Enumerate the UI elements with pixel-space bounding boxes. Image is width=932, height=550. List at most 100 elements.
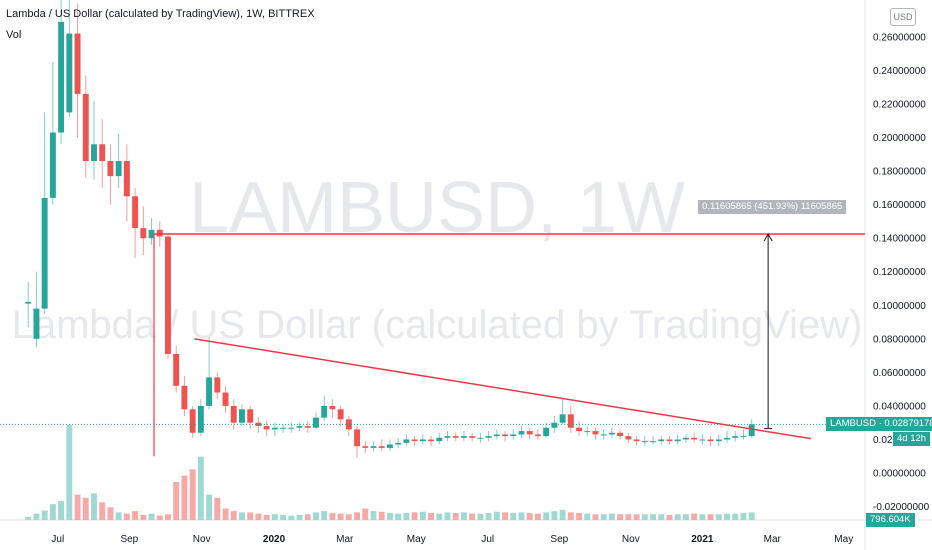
- candle-body: [691, 438, 697, 440]
- volume-bar: [625, 514, 631, 520]
- volume-bar: [231, 511, 237, 520]
- candle-body: [535, 434, 541, 436]
- volume-bar: [140, 515, 146, 520]
- candle-body: [58, 22, 64, 133]
- x-tick-label: May: [834, 534, 853, 545]
- volume-bar: [469, 514, 475, 520]
- candle-body: [116, 161, 122, 176]
- volume-bar: [642, 514, 648, 520]
- measure-label: 0.11605865 (451.93%) 11605865: [698, 200, 846, 214]
- candle-body: [165, 237, 171, 354]
- watermark-symbol: LAMBUSD, 1W: [189, 168, 685, 248]
- volume-bar: [395, 514, 401, 520]
- x-tick-label: Mar: [336, 534, 354, 545]
- candle-body: [124, 161, 130, 196]
- candle-body: [280, 428, 286, 429]
- candle-body: [288, 428, 294, 429]
- candle-body: [650, 441, 656, 442]
- candle-body: [593, 431, 599, 434]
- volume-bar: [658, 514, 664, 520]
- volume-bar: [83, 498, 89, 520]
- volume-bar: [198, 457, 204, 520]
- candle-body: [66, 34, 72, 113]
- volume-bar: [699, 514, 705, 520]
- volume-bar: [741, 513, 747, 520]
- y-tick-label: 0.20000000: [873, 133, 926, 144]
- volume-bar: [403, 513, 409, 520]
- last-price-symbol: LAMBUSD: [830, 418, 876, 429]
- volume-bar: [412, 512, 418, 520]
- candle-body: [412, 439, 418, 441]
- candle-body: [510, 434, 516, 436]
- y-tick-label: 0.24000000: [873, 66, 926, 77]
- candle-body: [708, 439, 714, 441]
- x-tick-label: 2020: [263, 534, 286, 545]
- candle-body: [181, 386, 187, 409]
- candle-body: [601, 434, 607, 435]
- volume-bar: [206, 495, 212, 520]
- candle-body: [741, 436, 747, 437]
- candle-body: [99, 144, 105, 161]
- candle-body: [173, 354, 179, 386]
- candle-body: [625, 436, 631, 439]
- y-tick-label: 0.16000000: [873, 200, 926, 211]
- volume-bar: [691, 514, 697, 520]
- x-tick-label: May: [407, 534, 426, 545]
- candle-body: [313, 418, 319, 428]
- candle-body: [667, 439, 673, 441]
- volume-bar: [116, 512, 122, 520]
- candle-body: [445, 436, 451, 438]
- volume-bar: [25, 517, 31, 520]
- candle-body: [25, 302, 31, 304]
- candle-body: [453, 436, 459, 438]
- volume-bar: [543, 512, 549, 520]
- candle-body: [642, 441, 648, 442]
- candle-body: [469, 436, 475, 438]
- volume-bar: [181, 476, 187, 520]
- candle-body: [543, 428, 549, 436]
- candle-body: [749, 424, 755, 436]
- x-tick-label: 2021: [691, 534, 714, 545]
- volume-bar: [667, 515, 673, 520]
- volume-bar: [173, 482, 179, 520]
- candle-body: [132, 196, 138, 228]
- candle-body: [107, 161, 113, 176]
- y-tick-label: 0.26000000: [873, 32, 926, 43]
- volume-bar: [33, 514, 39, 520]
- volume-bar: [132, 511, 138, 520]
- volume-bar: [239, 512, 245, 520]
- volume-bar: [387, 513, 393, 520]
- volume-value-tag: 796.604K: [866, 513, 915, 527]
- candle-body: [338, 409, 344, 419]
- x-tick-label: Sep: [550, 534, 568, 545]
- currency-badge[interactable]: USD: [890, 8, 916, 26]
- candle-body: [247, 409, 253, 422]
- candle-body: [428, 439, 434, 441]
- bar-countdown: 4d 12h: [893, 432, 930, 446]
- candle-body: [477, 438, 483, 439]
- candle-body: [83, 94, 89, 161]
- volume-bar: [157, 516, 163, 520]
- volume-bar: [305, 514, 311, 520]
- volume-bar: [379, 512, 385, 520]
- candle-body: [658, 439, 664, 441]
- volume-bar: [724, 514, 730, 520]
- candle-body: [494, 434, 500, 436]
- candle-body: [617, 433, 623, 436]
- x-tick-label: Jul: [51, 534, 64, 545]
- candle-body: [354, 429, 360, 446]
- last-price-tag: LAMBUSD · 0.02879178: [826, 417, 932, 431]
- volume-bar: [617, 514, 623, 520]
- candle-body: [387, 445, 393, 448]
- volume-bar: [280, 515, 286, 520]
- x-tick-label: Nov: [622, 534, 640, 545]
- x-tick-label: Nov: [193, 534, 211, 545]
- volume-bar: [124, 514, 130, 520]
- volume-bar: [732, 514, 738, 520]
- volume-bar: [165, 514, 171, 520]
- candle-body: [272, 428, 278, 430]
- candle-body: [395, 443, 401, 445]
- candle-body: [264, 426, 270, 429]
- candle-body: [190, 409, 196, 432]
- candle-body: [42, 198, 48, 309]
